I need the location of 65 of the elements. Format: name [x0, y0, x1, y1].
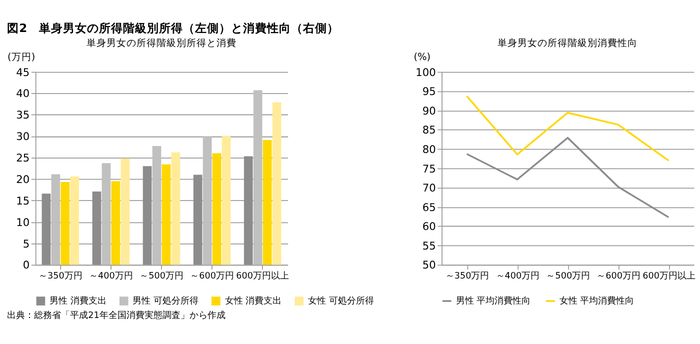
y-tick-label: 55 — [422, 239, 436, 252]
legend-label: 男性 平均消費性向 — [456, 296, 531, 307]
line-series — [466, 95, 670, 162]
bar — [152, 146, 162, 265]
bar — [60, 182, 70, 265]
x-tick-label: ～600万円 — [190, 271, 234, 282]
bar — [253, 90, 262, 265]
y-tick-label: 80 — [422, 142, 436, 156]
y-tick-label: 100 — [416, 66, 436, 79]
legend-label: 男性 可処分所得 — [132, 296, 199, 307]
y-tick-label: 60 — [422, 220, 436, 234]
source-note: 出典：総務省「平成21年全国消費実態調査」から作成 — [7, 310, 226, 321]
y-tick-label: 35 — [16, 108, 30, 122]
legend-label: 女性 消費支出 — [224, 296, 282, 307]
bar — [171, 152, 180, 265]
x-tick-label: ～350万円 — [445, 271, 490, 282]
legend-label: 女性 可処分所得 — [308, 296, 374, 307]
bar — [212, 153, 222, 265]
bar — [120, 158, 130, 265]
y-tick-label: 0 — [22, 258, 30, 272]
bar — [244, 156, 253, 265]
y-tick-label: 40 — [16, 87, 30, 100]
y-tick-label: 50 — [422, 258, 436, 272]
bar — [262, 140, 272, 265]
y-tick-label: 45 — [16, 66, 30, 79]
y-tick-label: 95 — [422, 85, 436, 98]
x-tick-label: ～400万円 — [89, 271, 133, 282]
x-tick-label: 600万円以上 — [642, 270, 696, 282]
x-tick-label: ～500万円 — [140, 271, 184, 282]
chart-title: 単身男女の所得階級別所得と消費 — [86, 37, 237, 50]
bar — [70, 176, 80, 265]
x-tick-label: ～600万円 — [596, 271, 641, 282]
bar — [222, 136, 231, 265]
y-axis-title: (万円) — [8, 52, 36, 63]
y-tick-label: 10 — [16, 216, 30, 229]
bar — [42, 194, 51, 265]
x-tick-label: 600万円以上 — [236, 270, 290, 282]
bar — [272, 102, 282, 265]
bar — [102, 163, 111, 265]
bar — [92, 191, 102, 265]
legend-label: 女性 平均消費性向 — [559, 296, 634, 307]
y-tick-label: 25 — [16, 152, 30, 165]
bar — [202, 136, 212, 265]
y-tick-label: 90 — [422, 104, 436, 118]
x-tick-label: ～500万円 — [546, 271, 590, 282]
bar — [193, 174, 202, 265]
bar — [51, 174, 60, 265]
chart-title: 単身男女の所得階級別消費性向 — [498, 37, 638, 50]
bar — [111, 181, 120, 265]
y-axis-title: (%) — [414, 52, 431, 63]
y-tick-label: 30 — [16, 130, 30, 144]
y-tick-label: 75 — [422, 162, 436, 176]
x-tick-label: ～350万円 — [38, 271, 82, 282]
legend-label: 男性 消費支出 — [50, 296, 106, 307]
bar — [142, 166, 152, 265]
bar — [162, 164, 171, 265]
y-tick-label: 15 — [16, 194, 30, 208]
caption: 図2 単身男女の所得階級別所得（左側）と消費性向（右側） — [7, 21, 340, 36]
y-tick-label: 70 — [422, 182, 436, 195]
line-series — [466, 136, 670, 218]
y-tick-label: 20 — [16, 172, 30, 186]
y-tick-label: 5 — [22, 237, 30, 250]
x-tick-label: ～400万円 — [496, 271, 540, 282]
y-tick-label: 65 — [422, 200, 436, 214]
y-tick-label: 85 — [422, 124, 436, 137]
